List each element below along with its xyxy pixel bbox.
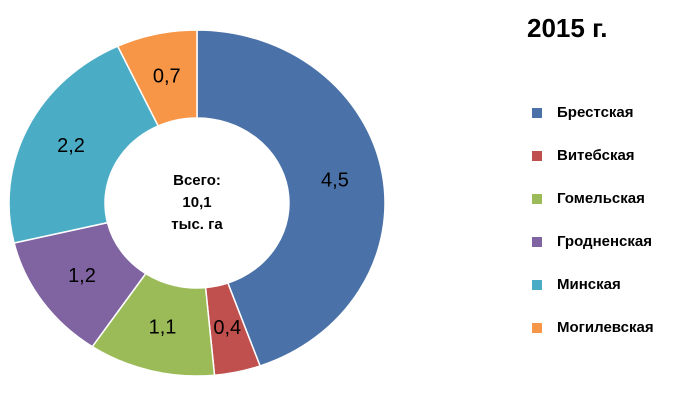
legend-label: Минская xyxy=(557,276,621,293)
legend-label: Брестская xyxy=(557,104,634,121)
chart-title: 2015 г. xyxy=(527,13,608,43)
legend-label: Могилевская xyxy=(557,319,654,336)
legend-swatch xyxy=(532,237,542,247)
legend-swatch xyxy=(532,108,542,118)
center-label: 10,1 xyxy=(182,194,211,211)
center-label: Всего: xyxy=(173,172,221,189)
donut-slice xyxy=(8,45,160,244)
donut-slice xyxy=(116,29,198,127)
legend-label: Гомельская xyxy=(557,190,645,207)
data-label: 0,4 xyxy=(213,317,241,339)
legend-swatch xyxy=(532,280,542,290)
legend-label: Гродненская xyxy=(557,233,652,250)
data-label: 4,5 xyxy=(321,169,349,191)
legend-swatch xyxy=(532,323,542,333)
data-label: 1,1 xyxy=(149,316,177,338)
legend-label: Витебская xyxy=(557,147,635,164)
data-label: 0,7 xyxy=(153,65,181,87)
data-label: 2,2 xyxy=(57,135,85,157)
legend-swatch xyxy=(532,194,542,204)
legend-swatch xyxy=(532,151,542,161)
center-label: тыс. га xyxy=(171,216,223,233)
data-label: 1,2 xyxy=(68,265,96,287)
donut-slice xyxy=(196,29,386,367)
